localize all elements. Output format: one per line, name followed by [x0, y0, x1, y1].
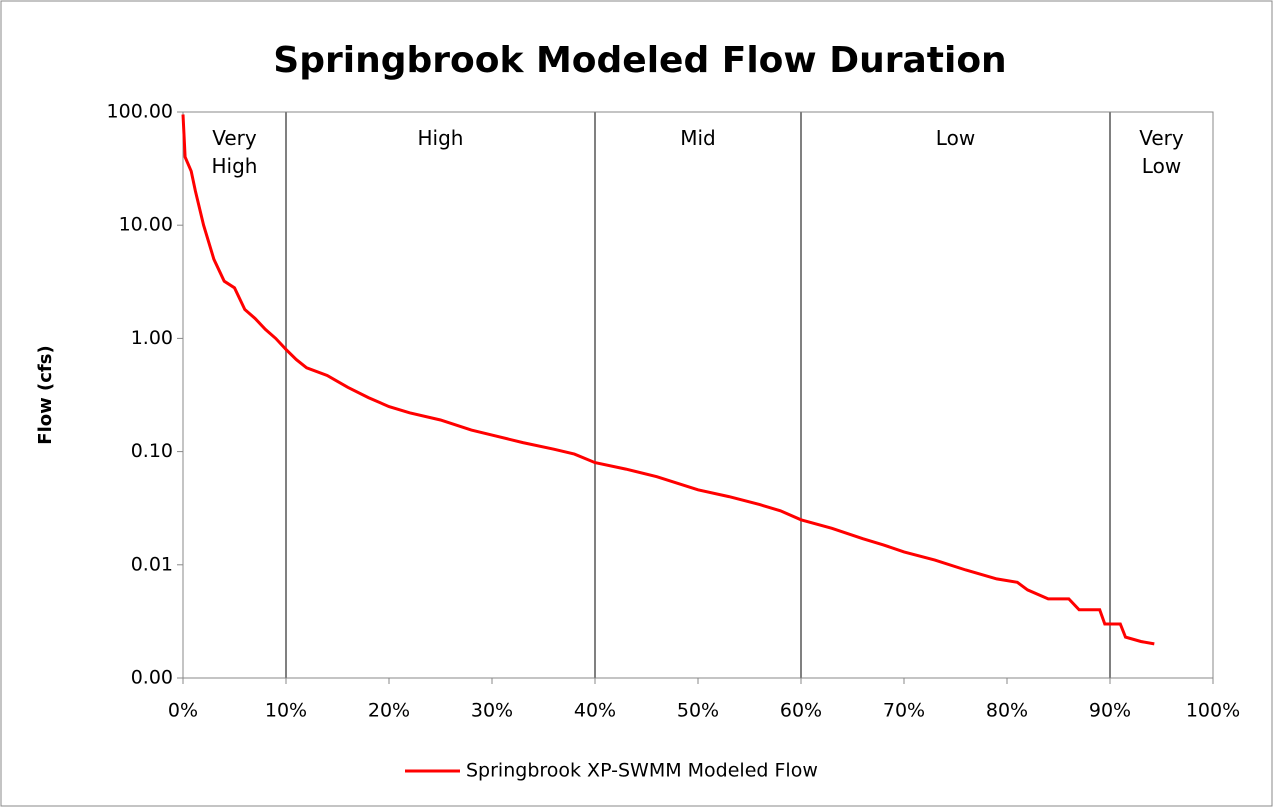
x-tick-label: 100%: [1186, 700, 1240, 722]
y-tick-label: 100.00: [107, 101, 173, 123]
x-tick-label: 40%: [574, 700, 616, 722]
zone-label: Low: [935, 126, 976, 150]
zone-label: High: [417, 126, 464, 150]
x-tick-label: 70%: [883, 700, 925, 722]
line: [181, 114, 1155, 646]
x-tick-label: 80%: [986, 700, 1028, 722]
y-tick-label: 10.00: [119, 214, 173, 236]
zone-label: Mid: [680, 126, 716, 150]
y-tick-label: 1.00: [131, 327, 173, 349]
x-tick-label: 50%: [677, 700, 719, 722]
y-axis-label: Flow (cfs): [35, 345, 56, 444]
zone-label: Very Low: [1139, 126, 1184, 178]
x-tick-label: 60%: [780, 700, 822, 722]
y-tick-label: 0.01: [131, 553, 173, 575]
y-tick-label: 0.10: [131, 440, 173, 462]
chart-title: Springbrook Modeled Flow Duration: [273, 40, 1006, 81]
x-tick-label: 30%: [471, 700, 513, 722]
legend-label: Springbrook XP-SWMM Modeled Flow: [466, 760, 818, 782]
x-tick-label: 20%: [368, 700, 410, 722]
x-tick-label: 90%: [1089, 700, 1131, 722]
y-tick-label: 0.00: [131, 667, 173, 689]
x-tick-label: 0%: [168, 700, 198, 722]
x-tick-label: 10%: [265, 700, 307, 722]
zone-label: Very High: [211, 126, 258, 178]
